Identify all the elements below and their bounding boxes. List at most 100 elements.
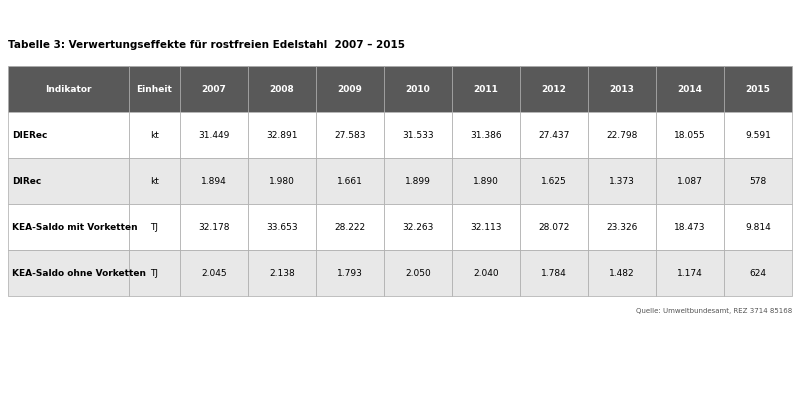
Bar [724, 204, 792, 250]
Text: 31.386: 31.386 [470, 130, 502, 140]
Text: 2013: 2013 [610, 84, 634, 94]
Text: 31.449: 31.449 [198, 130, 230, 140]
Bar [520, 204, 588, 250]
Text: kt: kt [150, 176, 159, 186]
Bar [180, 158, 248, 204]
Bar [384, 66, 452, 112]
Bar [724, 112, 792, 158]
Bar [384, 250, 452, 296]
Text: 1.174: 1.174 [677, 268, 703, 278]
Bar [8, 158, 129, 204]
Text: 1.625: 1.625 [541, 176, 567, 186]
Text: 32.178: 32.178 [198, 222, 230, 232]
Bar [588, 66, 656, 112]
Bar [180, 66, 248, 112]
Text: 2014: 2014 [678, 84, 702, 94]
Text: 28.222: 28.222 [334, 222, 366, 232]
Bar [520, 66, 588, 112]
Text: 23.326: 23.326 [606, 222, 638, 232]
Bar [248, 250, 316, 296]
Text: Tabelle 3: Verwertungseffekte für rostfreien Edelstahl  2007 – 2015: Tabelle 3: Verwertungseffekte für rostfr… [8, 40, 405, 50]
Text: 2.040: 2.040 [473, 268, 498, 278]
Text: 578: 578 [750, 176, 766, 186]
Text: 22.798: 22.798 [606, 130, 638, 140]
Bar [180, 204, 248, 250]
Text: 2015: 2015 [746, 84, 770, 94]
Text: 32.891: 32.891 [266, 130, 298, 140]
Bar [452, 250, 520, 296]
Bar [316, 204, 384, 250]
Bar [520, 158, 588, 204]
Bar [248, 66, 316, 112]
Bar [656, 250, 724, 296]
Bar [452, 158, 520, 204]
Bar [724, 66, 792, 112]
Text: 18.473: 18.473 [674, 222, 706, 232]
Bar [8, 112, 129, 158]
Bar [656, 204, 724, 250]
Bar [316, 250, 384, 296]
Bar [129, 158, 180, 204]
Text: 9.591: 9.591 [745, 130, 771, 140]
Bar [180, 250, 248, 296]
Bar [520, 250, 588, 296]
Bar [248, 158, 316, 204]
Text: 2009: 2009 [338, 84, 362, 94]
Bar [129, 204, 180, 250]
Text: KEA-Saldo mit Vorketten: KEA-Saldo mit Vorketten [12, 222, 138, 232]
Text: 2011: 2011 [474, 84, 498, 94]
Text: 9.814: 9.814 [745, 222, 771, 232]
Text: 2.045: 2.045 [201, 268, 226, 278]
Text: DIRec: DIRec [12, 176, 42, 186]
Text: 1.784: 1.784 [541, 268, 567, 278]
Text: 624: 624 [750, 268, 766, 278]
Bar [316, 158, 384, 204]
Text: 28.072: 28.072 [538, 222, 570, 232]
Text: 1.980: 1.980 [269, 176, 295, 186]
Bar [129, 66, 180, 112]
Bar [8, 250, 129, 296]
Bar [384, 112, 452, 158]
Bar [588, 112, 656, 158]
Bar [520, 112, 588, 158]
Text: 1.899: 1.899 [405, 176, 431, 186]
Bar [384, 204, 452, 250]
Bar [588, 204, 656, 250]
Text: 1.373: 1.373 [609, 176, 635, 186]
Bar [8, 66, 129, 112]
Bar [588, 158, 656, 204]
Text: TJ: TJ [150, 222, 158, 232]
Text: 32.263: 32.263 [402, 222, 434, 232]
Bar [724, 158, 792, 204]
Text: 1.087: 1.087 [677, 176, 703, 186]
Text: 1.894: 1.894 [201, 176, 227, 186]
Bar [384, 158, 452, 204]
Bar [248, 204, 316, 250]
Text: 2010: 2010 [406, 84, 430, 94]
Text: 33.653: 33.653 [266, 222, 298, 232]
Bar [656, 158, 724, 204]
Text: TJ: TJ [150, 268, 158, 278]
Bar [129, 250, 180, 296]
Text: Einheit: Einheit [137, 84, 173, 94]
Text: kt: kt [150, 130, 159, 140]
Text: 1.890: 1.890 [473, 176, 499, 186]
Bar [8, 204, 129, 250]
Bar [656, 66, 724, 112]
Text: DIERec: DIERec [12, 130, 47, 140]
Text: 1.793: 1.793 [337, 268, 363, 278]
Bar [656, 112, 724, 158]
Bar [180, 112, 248, 158]
Text: 2.138: 2.138 [269, 268, 295, 278]
Text: Indikator: Indikator [46, 84, 92, 94]
Bar [129, 112, 180, 158]
Text: 32.113: 32.113 [470, 222, 502, 232]
Bar [588, 250, 656, 296]
Text: 27.583: 27.583 [334, 130, 366, 140]
Bar [248, 112, 316, 158]
Text: 18.055: 18.055 [674, 130, 706, 140]
Text: 27.437: 27.437 [538, 130, 570, 140]
Text: 2012: 2012 [542, 84, 566, 94]
Bar [452, 112, 520, 158]
Text: 31.533: 31.533 [402, 130, 434, 140]
